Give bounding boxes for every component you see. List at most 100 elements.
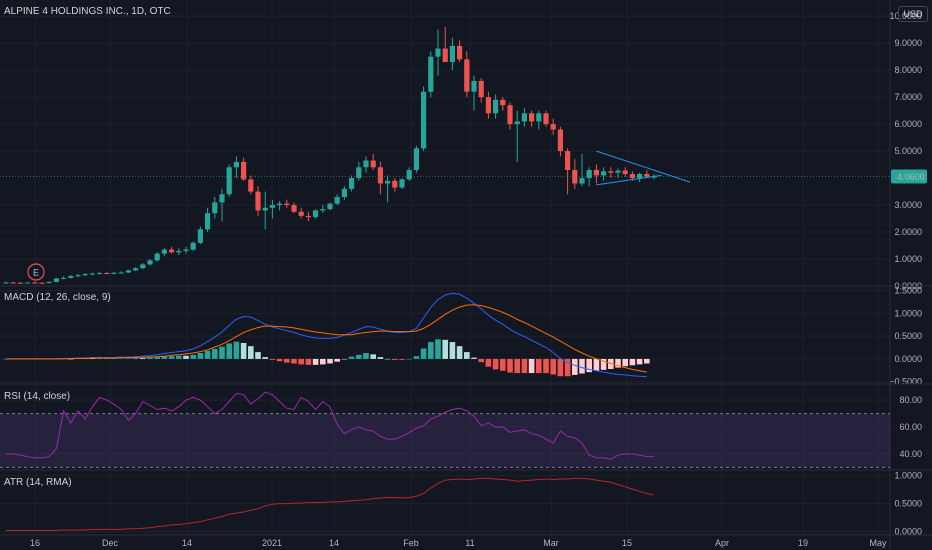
x-axis-tick-label: Apr [715, 538, 729, 548]
triangle-trendline[interactable] [596, 150, 691, 183]
last-price-label: 4.0600 [897, 172, 925, 182]
y-axis-tick-label: 2.0000 [894, 227, 922, 237]
earnings-marker-label: E [33, 268, 39, 278]
macd-histogram-bar [276, 358, 283, 362]
x-axis-tick-label: 16 [30, 538, 40, 548]
macd-histogram-bar [622, 358, 628, 367]
macd-histogram-bar [240, 342, 247, 359]
candle-body [406, 169, 412, 180]
macd-histogram-bar [68, 358, 74, 360]
candle-body [212, 202, 218, 214]
macd-histogram-bar [528, 358, 535, 374]
atr-title: ATR (14, RMA) [4, 477, 72, 488]
candle-body [593, 169, 599, 176]
macd-histogram-bar [413, 356, 420, 359]
macd-histogram-bar [161, 356, 168, 359]
macd-histogram-bar [399, 358, 405, 360]
y-axis-tick-label: 0.0000 [894, 527, 922, 537]
candle-body [125, 270, 131, 273]
chart-title: ALPINE 4 HOLDINGS INC., 1D, OTC [4, 6, 171, 17]
macd-histogram-bar [550, 358, 556, 375]
candle-body [514, 121, 520, 125]
candle-body [248, 179, 254, 192]
candle-body [284, 203, 290, 206]
candle-body [493, 99, 499, 114]
macd-histogram-bar [456, 346, 463, 359]
candle-body [161, 249, 167, 254]
macd-histogram-bar [615, 358, 621, 368]
candle-body [111, 272, 117, 274]
candle-body [32, 282, 38, 284]
candle-body [25, 282, 31, 284]
candle-body [485, 97, 491, 114]
y-axis-tick-label: 1.0000 [894, 254, 922, 264]
candle-body [10, 282, 16, 284]
candle-body [601, 171, 607, 176]
rsi-line [6, 391, 654, 460]
candle-body [205, 213, 211, 230]
x-axis-tick-label: 15 [622, 538, 632, 548]
candle-body [536, 113, 542, 122]
macd-histogram-bar [312, 358, 319, 365]
candle-body [68, 276, 74, 278]
y-axis-tick-label: 8.0000 [894, 65, 922, 75]
atr-line [6, 477, 655, 531]
candle-body [104, 273, 110, 275]
candle-body [478, 80, 484, 98]
macd-histogram-bar [176, 355, 182, 359]
macd-histogram-bar [370, 354, 376, 359]
candle-body [226, 167, 232, 195]
currency-selector[interactable]: USD [898, 6, 928, 22]
candle-body [320, 209, 326, 211]
earnings-marker[interactable] [27, 263, 45, 281]
macd-histogram-bar [132, 358, 139, 359]
candle-body [313, 210, 319, 218]
macd-histogram-bar [111, 358, 117, 359]
y-axis-tick-label: 6.0000 [894, 119, 922, 129]
macd-histogram-bar [248, 346, 254, 359]
macd-histogram-bar [327, 358, 333, 364]
candle-body [615, 170, 621, 173]
signal-line [6, 304, 647, 373]
candle-body [550, 124, 556, 130]
macd-histogram-bar [212, 348, 218, 359]
candle-body [255, 191, 261, 211]
candle-body [579, 178, 585, 184]
candle-body [53, 278, 59, 282]
y-axis-tick-label: 7.0000 [894, 92, 922, 102]
candle-body [370, 160, 376, 168]
y-axis-tick-label: 10.0000 [889, 11, 922, 21]
candle-body [140, 264, 146, 269]
macd-histogram-bar [507, 358, 513, 373]
candle-body [327, 203, 333, 210]
candle-body [82, 274, 88, 276]
candle-body [428, 56, 434, 92]
x-axis-tick-label: May [869, 538, 887, 548]
macd-histogram-bar [190, 354, 196, 359]
candle-body [219, 194, 225, 203]
x-axis-tick-label: 14 [329, 538, 339, 548]
candle-body [190, 242, 196, 250]
macd-histogram-bar [140, 358, 146, 359]
candle-body [291, 205, 297, 212]
macd-histogram-bar [536, 358, 542, 374]
candle-body [435, 48, 441, 57]
candle-body [61, 277, 67, 279]
y-axis-tick-label: 0.0000 [894, 354, 922, 364]
triangle-trendline[interactable] [596, 174, 662, 186]
candle-body [471, 80, 477, 92]
x-axis-tick-label: 2021 [262, 538, 282, 548]
candle-body [334, 196, 340, 204]
y-axis-tick-label: 1.0000 [894, 471, 922, 481]
candle-body [349, 178, 355, 189]
macd-histogram-bar [147, 357, 153, 359]
candle-body [385, 180, 391, 184]
y-axis-tick-label: 0.5000 [894, 331, 922, 341]
macd-histogram-bar [154, 357, 160, 359]
macd-histogram-bar [219, 346, 225, 359]
macd-histogram-bar [420, 348, 427, 359]
macd-histogram-bar [226, 343, 232, 359]
candle-body [133, 268, 139, 271]
candle-body [277, 203, 283, 206]
